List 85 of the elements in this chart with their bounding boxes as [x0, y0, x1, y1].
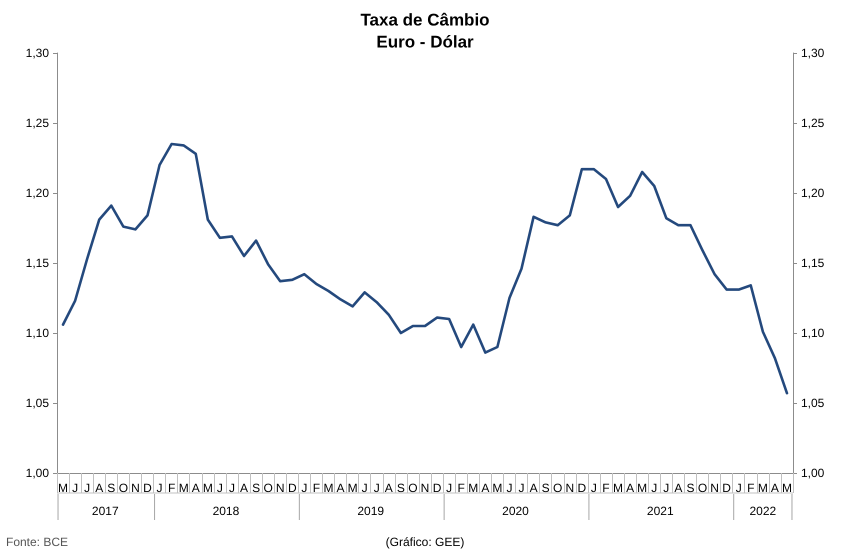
- x-tick-label: A: [770, 481, 779, 495]
- x-tick-label: M: [202, 481, 213, 495]
- y2-tick-label: 1,00: [801, 466, 825, 480]
- x-tick-label: J: [736, 481, 742, 495]
- x-tick-label: N: [131, 481, 140, 495]
- x-tick-label: S: [252, 481, 260, 495]
- chart-title: Taxa de Câmbio Euro - Dólar: [360, 10, 490, 52]
- text: 2020: [502, 504, 530, 518]
- x-tick-label: S: [542, 481, 550, 495]
- y-tick-label: 1,10: [26, 326, 50, 340]
- x-tick-label: J: [374, 481, 380, 495]
- x-tick-label: A: [384, 481, 393, 495]
- x-tick-label: A: [674, 481, 682, 495]
- x-tick-label: M: [637, 481, 648, 495]
- source-note: Fonte: BCE: [6, 535, 68, 549]
- y2-tick-label: 1,15: [801, 256, 825, 270]
- x-tick-label: J: [301, 481, 308, 495]
- x-tick-label: J: [663, 481, 670, 495]
- y-tick-label: 1,20: [26, 186, 50, 200]
- y-tick-label: 1,30: [26, 46, 50, 60]
- x-tick-label: A: [530, 481, 538, 495]
- x-tick-label: F: [312, 481, 320, 495]
- x-tick-label: S: [396, 481, 405, 495]
- x-tick-label: F: [168, 481, 176, 495]
- text: 2021: [646, 504, 674, 518]
- x-tick-label: M: [178, 481, 189, 495]
- x-tick-label: F: [602, 481, 610, 495]
- y2-tick-label: 1,30: [801, 46, 825, 60]
- x-tick-label: J: [518, 481, 525, 495]
- text: (Gráfico: GEE): [386, 535, 464, 549]
- x-tick-label: D: [432, 481, 442, 495]
- text: 2019: [357, 504, 384, 518]
- x-tick-label: O: [698, 481, 708, 495]
- x-tick-label: N: [565, 481, 574, 495]
- x-tick-label: N: [710, 481, 719, 495]
- x-tick-label: J: [84, 481, 90, 495]
- text: 2017: [92, 504, 119, 518]
- x-tick-label: D: [288, 481, 297, 495]
- x-tick-label: J: [506, 481, 512, 495]
- x-tick-label: O: [408, 481, 418, 495]
- x-tick-label: A: [481, 481, 490, 495]
- y2-tick-label: 1,25: [801, 116, 825, 130]
- x-tick-label: J: [156, 481, 163, 495]
- y-tick-label: 1,00: [26, 466, 50, 480]
- x-tick-label: D: [143, 481, 152, 495]
- x-tick-label: F: [458, 481, 465, 495]
- x-tick-label: D: [722, 481, 732, 495]
- x-tick-label: N: [276, 481, 285, 495]
- x-tick-label: A: [192, 481, 200, 495]
- x-tick-label: J: [72, 481, 78, 495]
- x-tick-label: M: [348, 481, 358, 495]
- x-tick-label: J: [362, 481, 368, 495]
- x-tick-label: A: [626, 481, 634, 495]
- x-tick-label: J: [446, 481, 452, 495]
- x-tick-label: A: [95, 481, 104, 495]
- y-tick-label: 1,15: [26, 256, 50, 270]
- x-tick-label: J: [216, 481, 223, 495]
- x-tick-label: M: [468, 481, 478, 495]
- text: 2018: [212, 504, 240, 518]
- x-tick-label: A: [240, 481, 248, 495]
- y2-tick-label: 1,10: [801, 326, 825, 340]
- x-tick-label: N: [420, 481, 430, 495]
- x-tick-label: D: [578, 481, 587, 495]
- y-tick-label: 1,05: [26, 396, 50, 410]
- y2-tick-label: 1,20: [801, 186, 825, 200]
- x-tick-label: M: [613, 481, 624, 495]
- x-tick-label: A: [336, 481, 345, 495]
- x-tick-label: M: [492, 481, 502, 495]
- y2-tick-label: 1,05: [801, 396, 825, 410]
- x-tick-label: M: [58, 481, 68, 495]
- x-tick-label: J: [651, 481, 658, 495]
- x-tick-label: O: [118, 481, 128, 495]
- line-series: [62, 142, 788, 394]
- x-tick-label: O: [553, 481, 562, 495]
- text: 2022: [749, 504, 777, 518]
- y-tick-label: 1,25: [26, 116, 50, 130]
- x-tick-label: S: [107, 481, 116, 495]
- x-tick-label: S: [686, 481, 694, 495]
- x-tick-label: O: [263, 481, 273, 495]
- x-tick-label: J: [228, 481, 235, 495]
- x-tick-label: J: [590, 481, 597, 495]
- x-tick-label: M: [758, 481, 768, 495]
- x-tick-label: M: [323, 481, 334, 495]
- x-tick-label: F: [747, 481, 754, 495]
- x-tick-label: M: [782, 481, 792, 495]
